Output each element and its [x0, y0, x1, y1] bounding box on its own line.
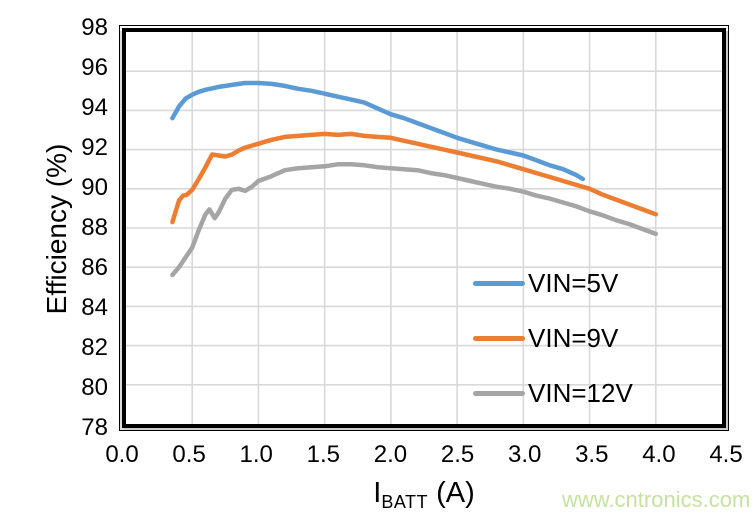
series-line-vin-5v — [170, 80, 586, 182]
legend-label: VIN=5V — [528, 268, 619, 298]
x-axis-title-unit: (A) — [428, 477, 475, 509]
chart-canvas — [126, 32, 722, 424]
watermark: www.cntronics.com — [562, 487, 751, 512]
legend-label: VIN=12V — [528, 378, 633, 408]
y-tick-label: 88 — [81, 214, 108, 241]
x-tick-label: 2.5 — [440, 441, 475, 468]
y-tick-label: 96 — [81, 54, 108, 81]
y-tick-label: 92 — [81, 134, 108, 161]
series-line-vin-12v — [170, 162, 659, 278]
y-tick-label: 84 — [81, 294, 108, 321]
x-tick-label: 3.5 — [575, 441, 609, 468]
y-tick-label: 86 — [81, 254, 108, 281]
series-line-vin-9v — [170, 131, 659, 225]
x-axis-title-subscript: BATT — [381, 492, 429, 512]
plot-area: VIN=5V VIN=9V VIN=12V — [119, 25, 729, 431]
y-tick-label: 94 — [81, 94, 108, 121]
x-tick-label: 4.0 — [642, 441, 676, 468]
y-tick-label: 78 — [81, 414, 108, 441]
legend-swatch — [473, 336, 525, 341]
x-tick-label: 1.0 — [239, 441, 273, 468]
y-tick-label: 82 — [81, 334, 108, 361]
legend-swatch — [473, 391, 525, 396]
x-axis-title: IBATT (A) — [373, 477, 474, 513]
x-tick-label: 3.0 — [507, 441, 542, 468]
y-tick-label: 90 — [81, 174, 108, 201]
legend-item-vin-5v: VIN=5V — [473, 256, 633, 311]
legend: VIN=5V VIN=9V VIN=12V — [473, 256, 633, 421]
x-tick-label: 0.5 — [172, 441, 206, 468]
x-axis-title-main: I — [373, 477, 382, 509]
legend-label: VIN=9V — [528, 323, 619, 353]
legend-item-vin-12v: VIN=12V — [473, 366, 633, 421]
y-tick-label: 80 — [81, 374, 108, 401]
x-tick-label: 4.5 — [709, 441, 743, 468]
y-tick-label: 98 — [81, 14, 108, 41]
x-tick-label: 2.0 — [373, 441, 408, 468]
legend-swatch — [473, 281, 525, 286]
x-tick-label: 1.5 — [306, 441, 341, 468]
x-tick-label: 0.0 — [105, 441, 139, 468]
legend-item-vin-9v: VIN=9V — [473, 311, 633, 366]
